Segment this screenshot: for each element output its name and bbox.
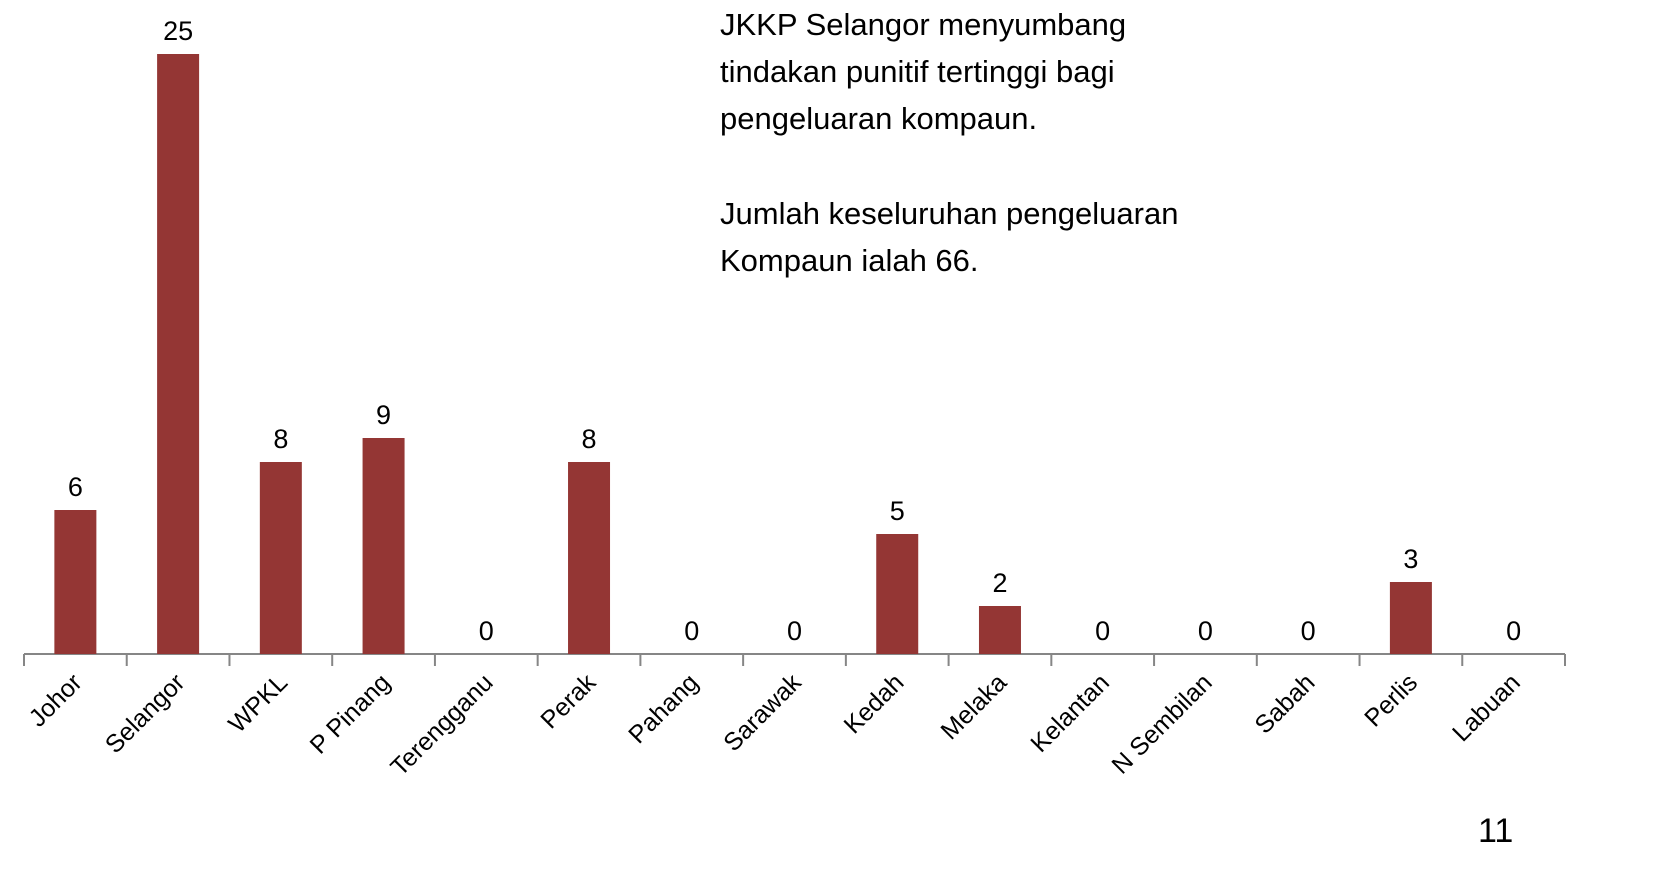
bar bbox=[362, 438, 405, 654]
bar bbox=[157, 54, 200, 654]
x-tick-label: Johor bbox=[24, 668, 88, 732]
data-label: 8 bbox=[273, 424, 288, 454]
data-label: 6 bbox=[68, 472, 83, 502]
bar bbox=[1389, 582, 1432, 654]
data-label: 0 bbox=[1506, 616, 1521, 646]
page-number: 11 bbox=[1478, 812, 1513, 850]
x-tick-label: Kelantan bbox=[1025, 668, 1115, 758]
x-tick-label: Kedah bbox=[839, 668, 910, 739]
bar bbox=[54, 510, 97, 654]
data-label: 0 bbox=[479, 616, 494, 646]
x-tick-label: Terengganu bbox=[385, 668, 498, 781]
data-label: 0 bbox=[1301, 616, 1316, 646]
annotation-line: Kompaun ialah 66. bbox=[720, 243, 979, 278]
data-label: 2 bbox=[992, 568, 1007, 598]
x-tick-label: Perak bbox=[535, 668, 601, 734]
x-tick-label: Melaka bbox=[935, 668, 1012, 745]
x-tick-label: N Sembilan bbox=[1106, 668, 1217, 779]
x-tick-label: Sabah bbox=[1249, 668, 1320, 739]
data-label: 0 bbox=[1198, 616, 1213, 646]
data-label: 0 bbox=[684, 616, 699, 646]
data-label: 3 bbox=[1403, 544, 1418, 574]
bar bbox=[568, 462, 611, 654]
annotation-line: tindakan punitif tertinggi bagi bbox=[720, 54, 1115, 89]
data-label: 5 bbox=[890, 496, 905, 526]
bar bbox=[876, 534, 919, 654]
data-label: 8 bbox=[582, 424, 597, 454]
data-label: 9 bbox=[376, 400, 391, 430]
x-tick-label: WPKL bbox=[223, 668, 293, 738]
bar bbox=[259, 462, 302, 654]
data-label: 25 bbox=[163, 16, 193, 46]
x-tick-label: Pahang bbox=[623, 668, 704, 749]
data-label: 0 bbox=[787, 616, 802, 646]
annotation-line: Jumlah keseluruhan pengeluaran bbox=[720, 196, 1178, 231]
x-tick-label: Labuan bbox=[1447, 668, 1526, 747]
x-tick-label: Sarawak bbox=[718, 668, 807, 757]
annotation-line: pengeluaran kompaun. bbox=[720, 101, 1037, 136]
data-label: 0 bbox=[1095, 616, 1110, 646]
x-tick-label: P Pinang bbox=[305, 668, 396, 759]
bar bbox=[978, 606, 1021, 654]
x-tick-label: Selangor bbox=[100, 668, 191, 759]
annotation-line: JKKP Selangor menyumbang bbox=[720, 7, 1126, 42]
x-tick-label: Perlis bbox=[1359, 668, 1423, 732]
